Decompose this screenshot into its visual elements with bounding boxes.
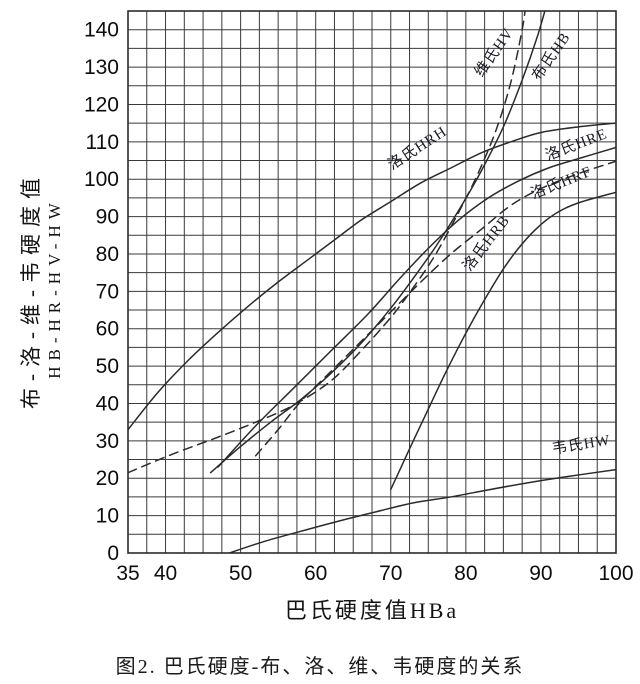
curve-洛氏HRH [128, 122, 616, 431]
curve-label: 洛氏HRH [385, 123, 450, 174]
y-tick-label: 60 [96, 318, 119, 341]
y-tick-label: 0 [107, 542, 119, 565]
y-tick-label: 140 [84, 19, 119, 42]
curve-洛氏HRE [217, 146, 616, 468]
x-tick-label: 60 [304, 562, 327, 585]
plot-border [127, 10, 617, 554]
y-tick-label: 100 [84, 168, 119, 191]
x-tick-label: 70 [379, 562, 402, 585]
x-axis-title: 巴氏硬度值HBa [285, 598, 459, 623]
curve-布氏HB [209, 11, 546, 474]
curve-洛氏HRF [254, 160, 616, 457]
y-tick-label: 10 [96, 505, 119, 528]
curve-label: 维氏HV [471, 25, 517, 80]
y-tick-label: 110 [86, 131, 119, 154]
y-axis-title-latin: HB-HR-HV-HW [45, 197, 64, 379]
x-tick-label: 35 [116, 562, 139, 585]
x-tick-label: 50 [229, 562, 252, 585]
curve-维氏HV [128, 11, 526, 474]
grid-lines [127, 10, 617, 554]
y-tick-label: 90 [96, 206, 119, 229]
series-curves [128, 11, 616, 553]
y-axis-title-chinese: 布-洛-维-韦硬度值 [19, 171, 43, 409]
curve-label: 布氏HB [529, 29, 574, 84]
x-tick-label: 90 [529, 562, 552, 585]
y-tick-label: 70 [96, 280, 119, 303]
x-tick-label: 100 [598, 562, 633, 585]
y-tick-label: 30 [96, 430, 119, 453]
y-tick-label: 40 [96, 392, 119, 415]
x-tick-label: 80 [454, 562, 477, 585]
x-tick-label: 40 [154, 562, 177, 585]
curve-洛氏HRB [390, 191, 616, 491]
y-tick-label: 80 [96, 243, 119, 266]
x-tick-labels: 35 40 50 60 70 80 90 100 [116, 562, 633, 585]
y-tick-label: 20 [96, 467, 119, 490]
curve-韦氏HW [228, 468, 616, 553]
y-tick-label: 130 [84, 56, 119, 79]
chart-area: 35 40 50 60 70 80 90 100 0 10 20 30 40 50 60 70 80 90 100… [19, 10, 634, 623]
figure-caption: 图2. 巴氏硬度-布、洛、维、韦硬度的关系 [115, 656, 525, 678]
chart-svg: 35 40 50 60 70 80 90 100 0 10 20 30 40 50 60 70 80 90 100… [19, 10, 634, 623]
y-tick-labels: 0 10 20 30 40 50 60 70 80 90 100 110 120 130 140 [84, 19, 119, 565]
curve-label: 洛氏HRF [528, 163, 594, 203]
y-tick-label: 120 [84, 93, 119, 116]
y-tick-label: 50 [96, 355, 119, 378]
